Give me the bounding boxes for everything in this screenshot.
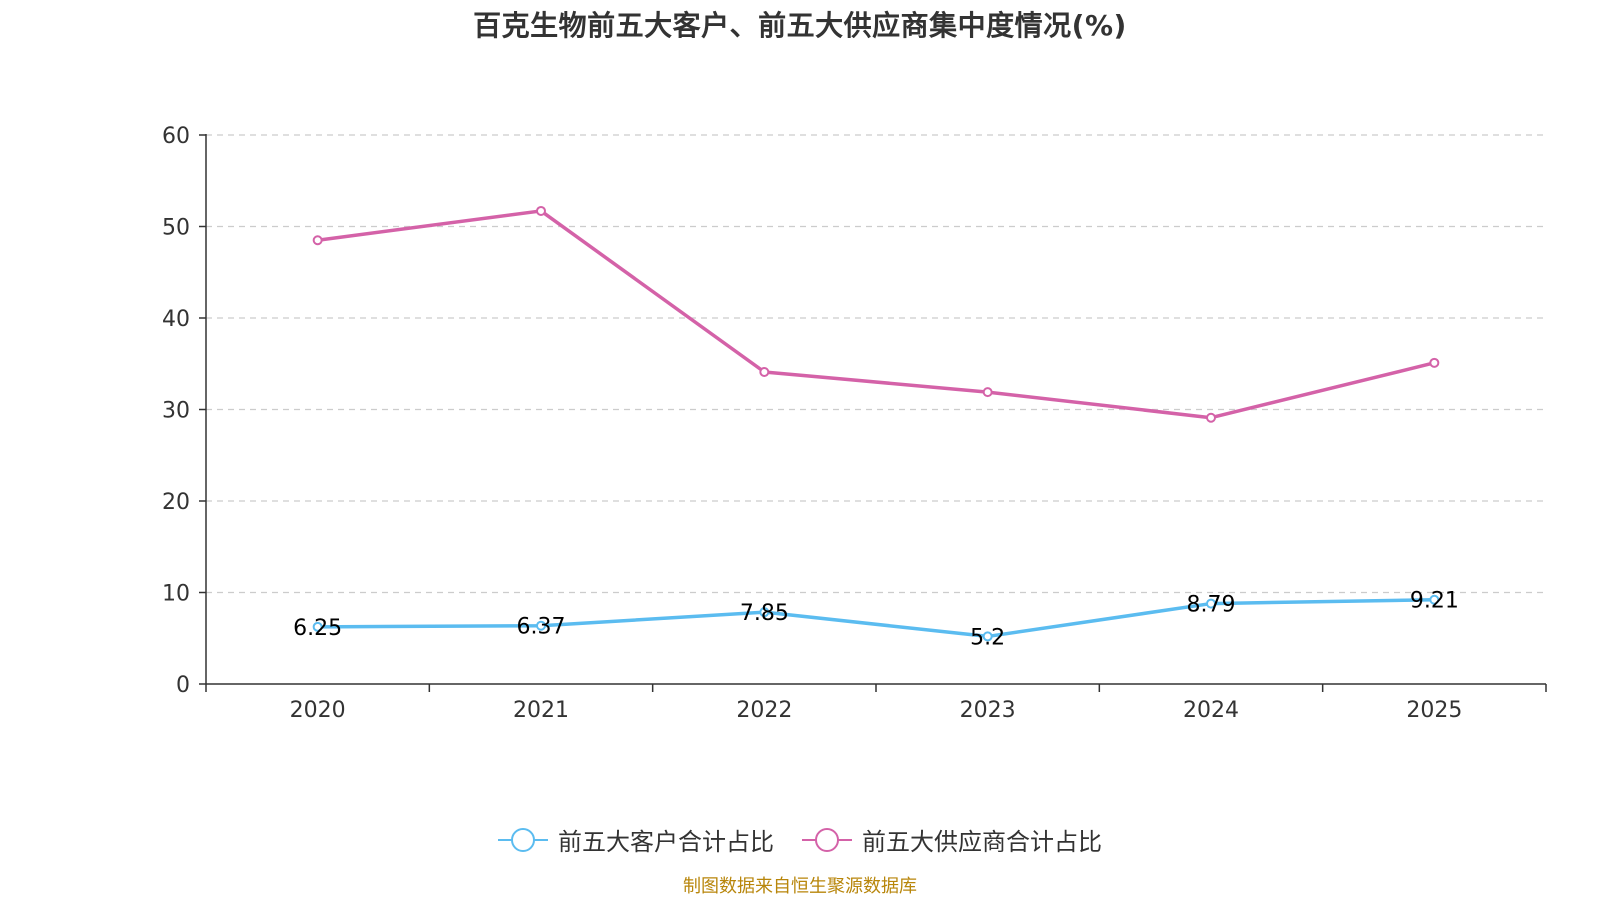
series-0-point-2020: [312, 621, 323, 632]
series-0-data-label-2025: 9.21: [1410, 589, 1459, 614]
series-0-data-label-2021: 6.37: [517, 615, 566, 640]
x-tick-label-2022: 2022: [736, 698, 792, 723]
series-line-1: [317, 209, 1435, 420]
x-tick-label-2024: 2024: [1183, 698, 1239, 723]
series-0-point-2025: [1429, 594, 1440, 605]
y-tick-label-60: 60: [162, 124, 190, 149]
series-0-point-2022: [759, 607, 770, 618]
chart-title: 百克生物前五大客户、前五大供应商集中度情况(%): [473, 9, 1127, 42]
series-1-point-2023: [982, 387, 993, 398]
series-1-point-2022: [759, 366, 770, 377]
series-0-data-label-2022: 7.85: [740, 601, 789, 626]
series-1-point-2024: [1206, 412, 1216, 423]
series-1-point-2020: [312, 235, 323, 246]
series-0-data-label-2024: 8.79: [1187, 593, 1236, 618]
series-0-data-label-2023: 5.2: [970, 625, 1005, 650]
y-tick-label-40: 40: [162, 307, 190, 332]
legend-item-customers[interactable]: 前五大客户合计占比: [498, 822, 774, 857]
legend-label-customers: 前五大客户合计占比: [558, 828, 774, 856]
legend-item-suppliers[interactable]: 前五大供应商合计占比: [802, 822, 1102, 857]
series-line-0: [317, 597, 1435, 639]
x-tick-label-2023: 2023: [960, 698, 1016, 723]
x-tick-label-2025: 2025: [1406, 698, 1462, 723]
series-1-point-2021: [536, 205, 546, 216]
series-0-point-2024: [1206, 598, 1216, 609]
source-note: 制图数据来自恒生聚源数据库: [683, 876, 917, 897]
x-tick-label-2020: 2020: [290, 698, 346, 723]
x-tick-label-2021: 2021: [513, 698, 569, 723]
legend-label-suppliers: 前五大供应商合计占比: [862, 828, 1102, 856]
y-tick-label-20: 20: [162, 490, 190, 515]
y-tick-label-10: 10: [162, 582, 190, 607]
y-tick-label-50: 50: [162, 216, 190, 241]
series-0-data-label-2020: 6.25: [293, 616, 342, 641]
series-1-point-2025: [1429, 357, 1440, 368]
y-tick-label-0: 0: [176, 673, 190, 698]
legend: 前五大客户合计占比 前五大供应商合计占比: [0, 822, 1600, 857]
legend-marker-suppliers-icon: [802, 827, 852, 852]
series-0-point-2021: [536, 620, 546, 631]
series-0-point-2023: [982, 631, 993, 642]
y-tick-label-30: 30: [162, 399, 190, 424]
legend-marker-customers-icon: [498, 827, 548, 852]
